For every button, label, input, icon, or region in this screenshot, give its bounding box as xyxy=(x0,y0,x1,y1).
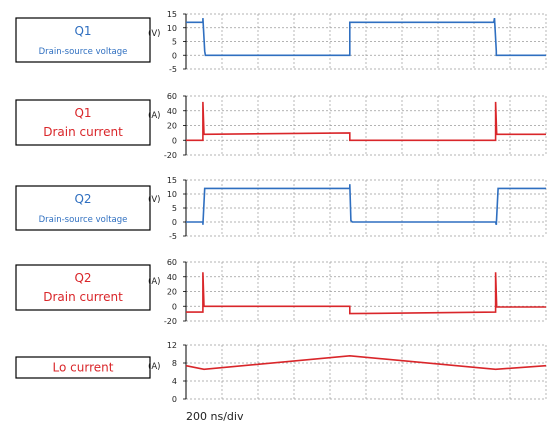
y-unit-label: (V) xyxy=(148,195,160,205)
trace-label-subtitle: Drain current xyxy=(43,125,123,139)
time-scale-label: 200 ns/div xyxy=(186,410,244,423)
waveform-chart-1: Q1 Drain-source voltage (V) 15 10 5 0 -5 xyxy=(15,10,547,74)
trace-label-title: Q1 xyxy=(74,24,91,38)
y-unit-label: (A) xyxy=(148,362,160,372)
trace-label-subtitle: Drain current xyxy=(43,290,123,304)
trace-label-subtitle: Drain-source voltage xyxy=(39,47,128,57)
y-unit-label: (V) xyxy=(148,29,160,39)
y-tick-label: 0 xyxy=(172,302,177,311)
waveform-trace xyxy=(186,272,546,315)
y-tick-label: 60 xyxy=(167,92,177,101)
y-tick-label: -5 xyxy=(169,232,177,241)
waveform-trace xyxy=(186,17,546,57)
y-tick-label: 0 xyxy=(172,395,177,404)
waveform-chart-5: Lo current (A) 12 8 4 0 xyxy=(15,341,547,404)
waveform-chart-3: Q2 Drain-source voltage (V) 15 10 5 0 -5 xyxy=(15,176,547,241)
trace-label-box xyxy=(15,356,151,379)
trace-label-subtitle: Drain-source voltage xyxy=(39,215,128,225)
trace-label-box xyxy=(15,99,151,146)
trace-label-box xyxy=(15,185,151,231)
y-tick-label: 8 xyxy=(172,359,177,368)
y-tick-label: 40 xyxy=(167,273,177,282)
waveform-trace xyxy=(186,184,546,225)
y-tick-label: 0 xyxy=(172,136,177,145)
y-tick-label: 0 xyxy=(172,51,177,60)
y-tick-label: 12 xyxy=(167,341,177,350)
y-tick-label: 20 xyxy=(167,122,177,131)
trace-label-title: Lo current xyxy=(53,361,114,375)
y-tick-label: 5 xyxy=(172,38,177,47)
y-tick-label: -20 xyxy=(164,317,177,326)
waveform-trace xyxy=(186,101,546,142)
y-tick-label: 10 xyxy=(167,190,177,199)
y-tick-label: 20 xyxy=(167,288,177,297)
trace-label-title: Q2 xyxy=(74,192,91,206)
y-tick-label: 5 xyxy=(172,204,177,213)
y-tick-label: 60 xyxy=(167,258,177,267)
y-tick-label: -5 xyxy=(169,65,177,74)
y-tick-label: -20 xyxy=(164,151,177,160)
trace-label-title: Q2 xyxy=(74,271,91,285)
y-tick-label: 0 xyxy=(172,218,177,227)
y-unit-label: (A) xyxy=(148,111,160,121)
waveform-trace xyxy=(185,354,547,371)
y-tick-label: 15 xyxy=(167,10,177,19)
y-tick-label: 40 xyxy=(167,107,177,116)
trace-label-box xyxy=(15,17,151,63)
y-tick-label: 4 xyxy=(172,377,177,386)
waveform-chart-2: Q1 Drain current (A) 60 40 20 0 -20 xyxy=(15,92,547,160)
waveform-chart-4: Q2 Drain current (A) 60 40 20 0 -20 xyxy=(15,258,547,326)
y-tick-label: 10 xyxy=(167,24,177,33)
trace-label-box xyxy=(15,264,151,311)
y-unit-label: (A) xyxy=(148,277,160,287)
y-tick-label: 15 xyxy=(167,176,177,185)
trace-label-title: Q1 xyxy=(74,106,91,120)
